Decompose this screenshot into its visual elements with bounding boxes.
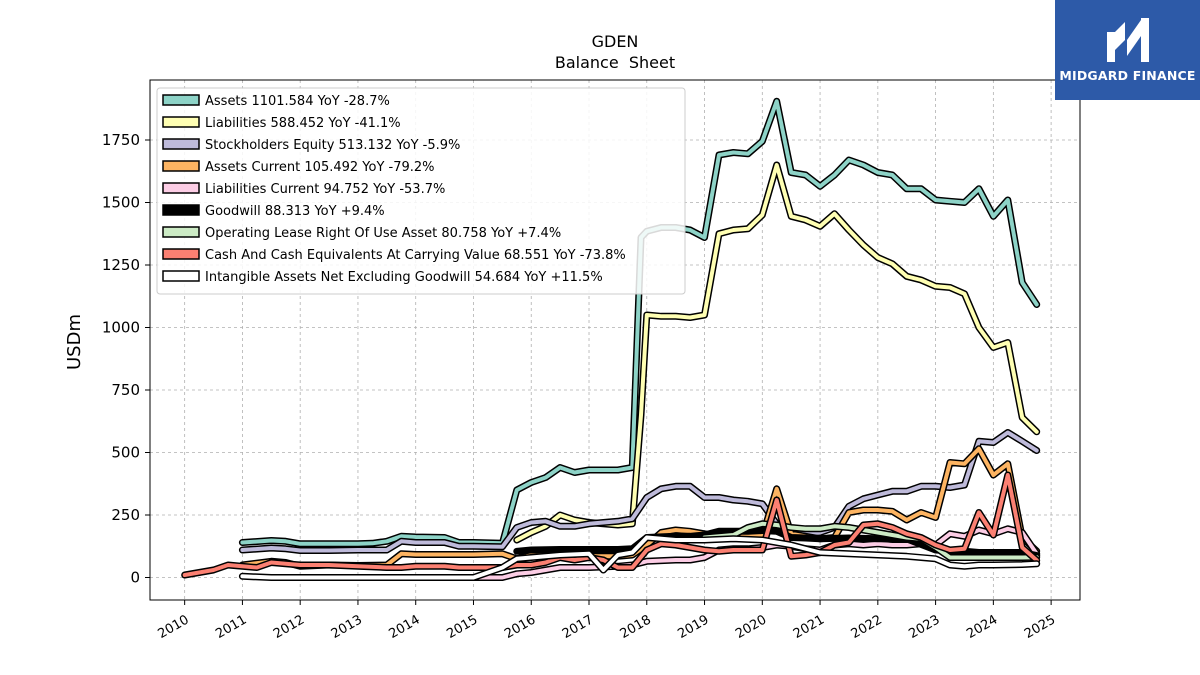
legend-label: Assets Current 105.492 YoY -79.2%: [205, 160, 435, 175]
brand-name: MIDGARD FINANCE: [1059, 68, 1196, 83]
legend-label: Stockholders Equity 513.132 YoY -5.9%: [205, 138, 460, 153]
legend-swatch: [162, 116, 200, 128]
x-tick-label: 2019: [675, 612, 711, 642]
brand-logo: MIDGARD FINANCE: [1055, 0, 1200, 100]
x-tick-label: 2012: [271, 612, 307, 642]
x-tick-label: 2021: [791, 612, 827, 642]
chart-title: GDEN: [592, 32, 639, 51]
x-tick-label: 2013: [329, 612, 365, 642]
series-9: [238, 534, 1041, 581]
legend-label: Liabilities Current 94.752 YoY -53.7%: [205, 182, 445, 197]
legend-swatch: [162, 270, 200, 282]
legend-swatch: [162, 94, 200, 106]
legend-label: Goodwill 88.313 YoY +9.4%: [205, 204, 385, 219]
x-tick-label: 2020: [733, 612, 769, 642]
x-tick-label: 2017: [560, 612, 596, 642]
y-tick-label: 1750: [102, 131, 140, 149]
chart-subtitle: Balance Sheet: [555, 53, 675, 72]
series-line: [240, 535, 1039, 580]
plot-frame: [149, 79, 1081, 601]
x-tick-label: 2011: [213, 612, 249, 642]
series-8: [181, 471, 1041, 579]
x-tick-label: 2025: [1022, 612, 1058, 642]
y-tick-label: 1000: [102, 319, 140, 337]
y-axis-label: USDm: [64, 314, 85, 370]
x-tick-label: 2023: [906, 612, 942, 642]
series-3: [238, 429, 1041, 554]
legend-label: Liabilities 588.452 YoY -41.1%: [205, 116, 401, 131]
legend-swatch: [162, 160, 200, 172]
legend-swatch: [162, 138, 200, 150]
legend-label: Cash And Cash Equivalents At Carrying Va…: [205, 248, 626, 263]
series-line: [182, 473, 1039, 577]
y-tick-label: 500: [111, 444, 140, 462]
y-tick-label: 0: [130, 569, 140, 587]
x-tick-label: 2018: [618, 612, 654, 642]
x-tick-label: 2016: [502, 612, 538, 642]
legend-label: Intangible Assets Net Excluding Goodwill…: [205, 270, 603, 285]
x-tick-label: 2010: [155, 612, 191, 642]
legend-label: Operating Lease Right Of Use Asset 80.75…: [205, 226, 561, 241]
x-tick-label: 2024: [964, 612, 1000, 642]
y-tick-label: 1250: [102, 256, 140, 274]
legend-swatch: [162, 248, 200, 260]
x-tick-label: 2015: [444, 612, 480, 642]
series-line: [240, 430, 1039, 553]
x-tick-label: 2014: [387, 612, 423, 642]
y-tick-label: 1500: [102, 194, 140, 212]
y-tick-label: 250: [111, 506, 140, 524]
legend-swatch: [162, 226, 200, 238]
legend-label: Assets 1101.584 YoY -28.7%: [205, 94, 390, 109]
midgard-m-icon: [1107, 18, 1149, 62]
legend-swatch: [162, 182, 200, 194]
legend-box: [156, 87, 686, 295]
legend: Assets 1101.584 YoY -28.7% Liabilities 58…: [156, 87, 686, 295]
y-tick-label: 750: [111, 381, 140, 399]
legend-swatch: [162, 204, 200, 216]
x-tick-label: 2022: [849, 612, 885, 642]
